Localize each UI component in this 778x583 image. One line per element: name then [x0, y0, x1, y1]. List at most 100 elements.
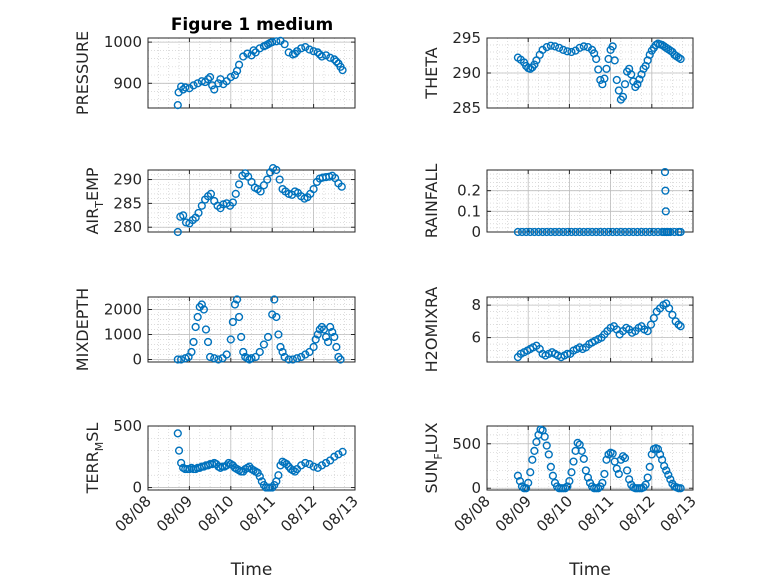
data-point — [674, 320, 683, 329]
figure-title: Figure 1 medium — [171, 15, 333, 35]
data-point — [326, 322, 335, 332]
data-point — [596, 227, 605, 237]
data-point — [226, 335, 235, 344]
y-tick-label: 1000 — [104, 326, 142, 344]
data-point — [620, 453, 630, 463]
data-point — [627, 70, 636, 79]
data-point — [272, 37, 281, 46]
data-point — [305, 347, 314, 357]
data-point — [263, 332, 273, 342]
data-point — [187, 347, 196, 357]
data-point — [177, 458, 186, 468]
data-point — [559, 45, 568, 55]
data-point — [563, 47, 572, 56]
y-tick-label: 0 — [132, 351, 142, 369]
data-point — [247, 354, 256, 363]
data-point — [577, 446, 586, 455]
y-tick-label: 0 — [471, 479, 481, 497]
y-tick-label: 500 — [452, 435, 481, 453]
data-point — [594, 65, 603, 74]
data-point — [311, 335, 320, 344]
data-point — [280, 40, 289, 49]
data-point — [567, 227, 576, 237]
data-point — [292, 354, 302, 363]
data-point — [546, 41, 555, 50]
y-axis-label: TERRMSL — [83, 423, 106, 495]
y-tick-label: 0 — [471, 223, 481, 241]
data-point — [592, 54, 601, 64]
data-point — [231, 189, 240, 198]
data-point — [676, 54, 685, 64]
data-point — [326, 53, 335, 62]
data-point — [618, 92, 628, 101]
data-point — [222, 77, 231, 86]
data-point — [530, 227, 539, 237]
x-tick-label: 08/08 — [112, 492, 155, 535]
data-point — [301, 350, 310, 359]
axes-box — [147, 425, 356, 491]
data-point — [297, 352, 306, 362]
x-tick-label: 08/10 — [533, 492, 576, 535]
data-point — [608, 42, 617, 51]
data-point — [614, 86, 623, 95]
y-tick-label: 290 — [113, 171, 142, 189]
data-point — [268, 483, 277, 492]
axes-box — [147, 169, 356, 233]
data-point — [666, 227, 675, 237]
data-point — [528, 455, 537, 464]
data-point — [330, 332, 339, 342]
data-point — [517, 227, 527, 237]
data-point — [602, 455, 611, 464]
data-point — [550, 42, 560, 51]
data-point — [228, 317, 237, 327]
data-point — [647, 450, 656, 459]
data-point — [214, 79, 223, 88]
data-point — [290, 467, 300, 476]
data-point — [305, 460, 314, 469]
data-point — [259, 340, 269, 349]
data-point — [641, 227, 650, 237]
y-tick-label: 0.1 — [457, 202, 481, 220]
data-point — [330, 55, 339, 64]
data-point — [268, 38, 277, 47]
x-axis-label: Time — [230, 560, 273, 580]
data-point — [513, 227, 523, 237]
y-axis-label: THETA — [422, 47, 441, 99]
x-tick-label: 08/13 — [657, 492, 700, 535]
data-point — [255, 472, 264, 481]
data-point — [234, 180, 244, 189]
y-tick-label: 285 — [452, 99, 481, 117]
data-point — [660, 461, 669, 471]
data-point — [633, 80, 642, 89]
data-point — [620, 227, 630, 237]
data-point — [181, 83, 190, 92]
data-point — [583, 473, 593, 482]
data-point — [604, 227, 613, 237]
data-point — [234, 60, 244, 69]
data-point — [179, 211, 188, 220]
y-axis-label: PRESSURE — [73, 31, 92, 115]
data-point — [321, 51, 331, 60]
data-point — [272, 312, 281, 322]
data-point — [237, 332, 246, 342]
data-point — [206, 73, 215, 82]
y-tick-label: 0.2 — [457, 182, 481, 200]
x-tick-label: 08/11 — [574, 492, 617, 535]
data-point — [197, 300, 206, 309]
data-point — [581, 466, 590, 475]
data-point — [645, 50, 654, 59]
data-point — [526, 468, 535, 477]
data-point — [301, 42, 310, 52]
subplot-6: 6 8 H2OMIXRA — [422, 287, 694, 372]
data-point — [646, 320, 656, 329]
x-tick-label: 08/10 — [194, 492, 237, 535]
data-point — [569, 457, 578, 466]
data-point — [255, 347, 264, 357]
data-point — [332, 57, 341, 66]
data-point — [197, 201, 206, 210]
data-point — [522, 227, 531, 237]
data-point — [338, 447, 347, 456]
data-point — [554, 227, 564, 237]
x-tick-label: 08/13 — [319, 492, 362, 535]
